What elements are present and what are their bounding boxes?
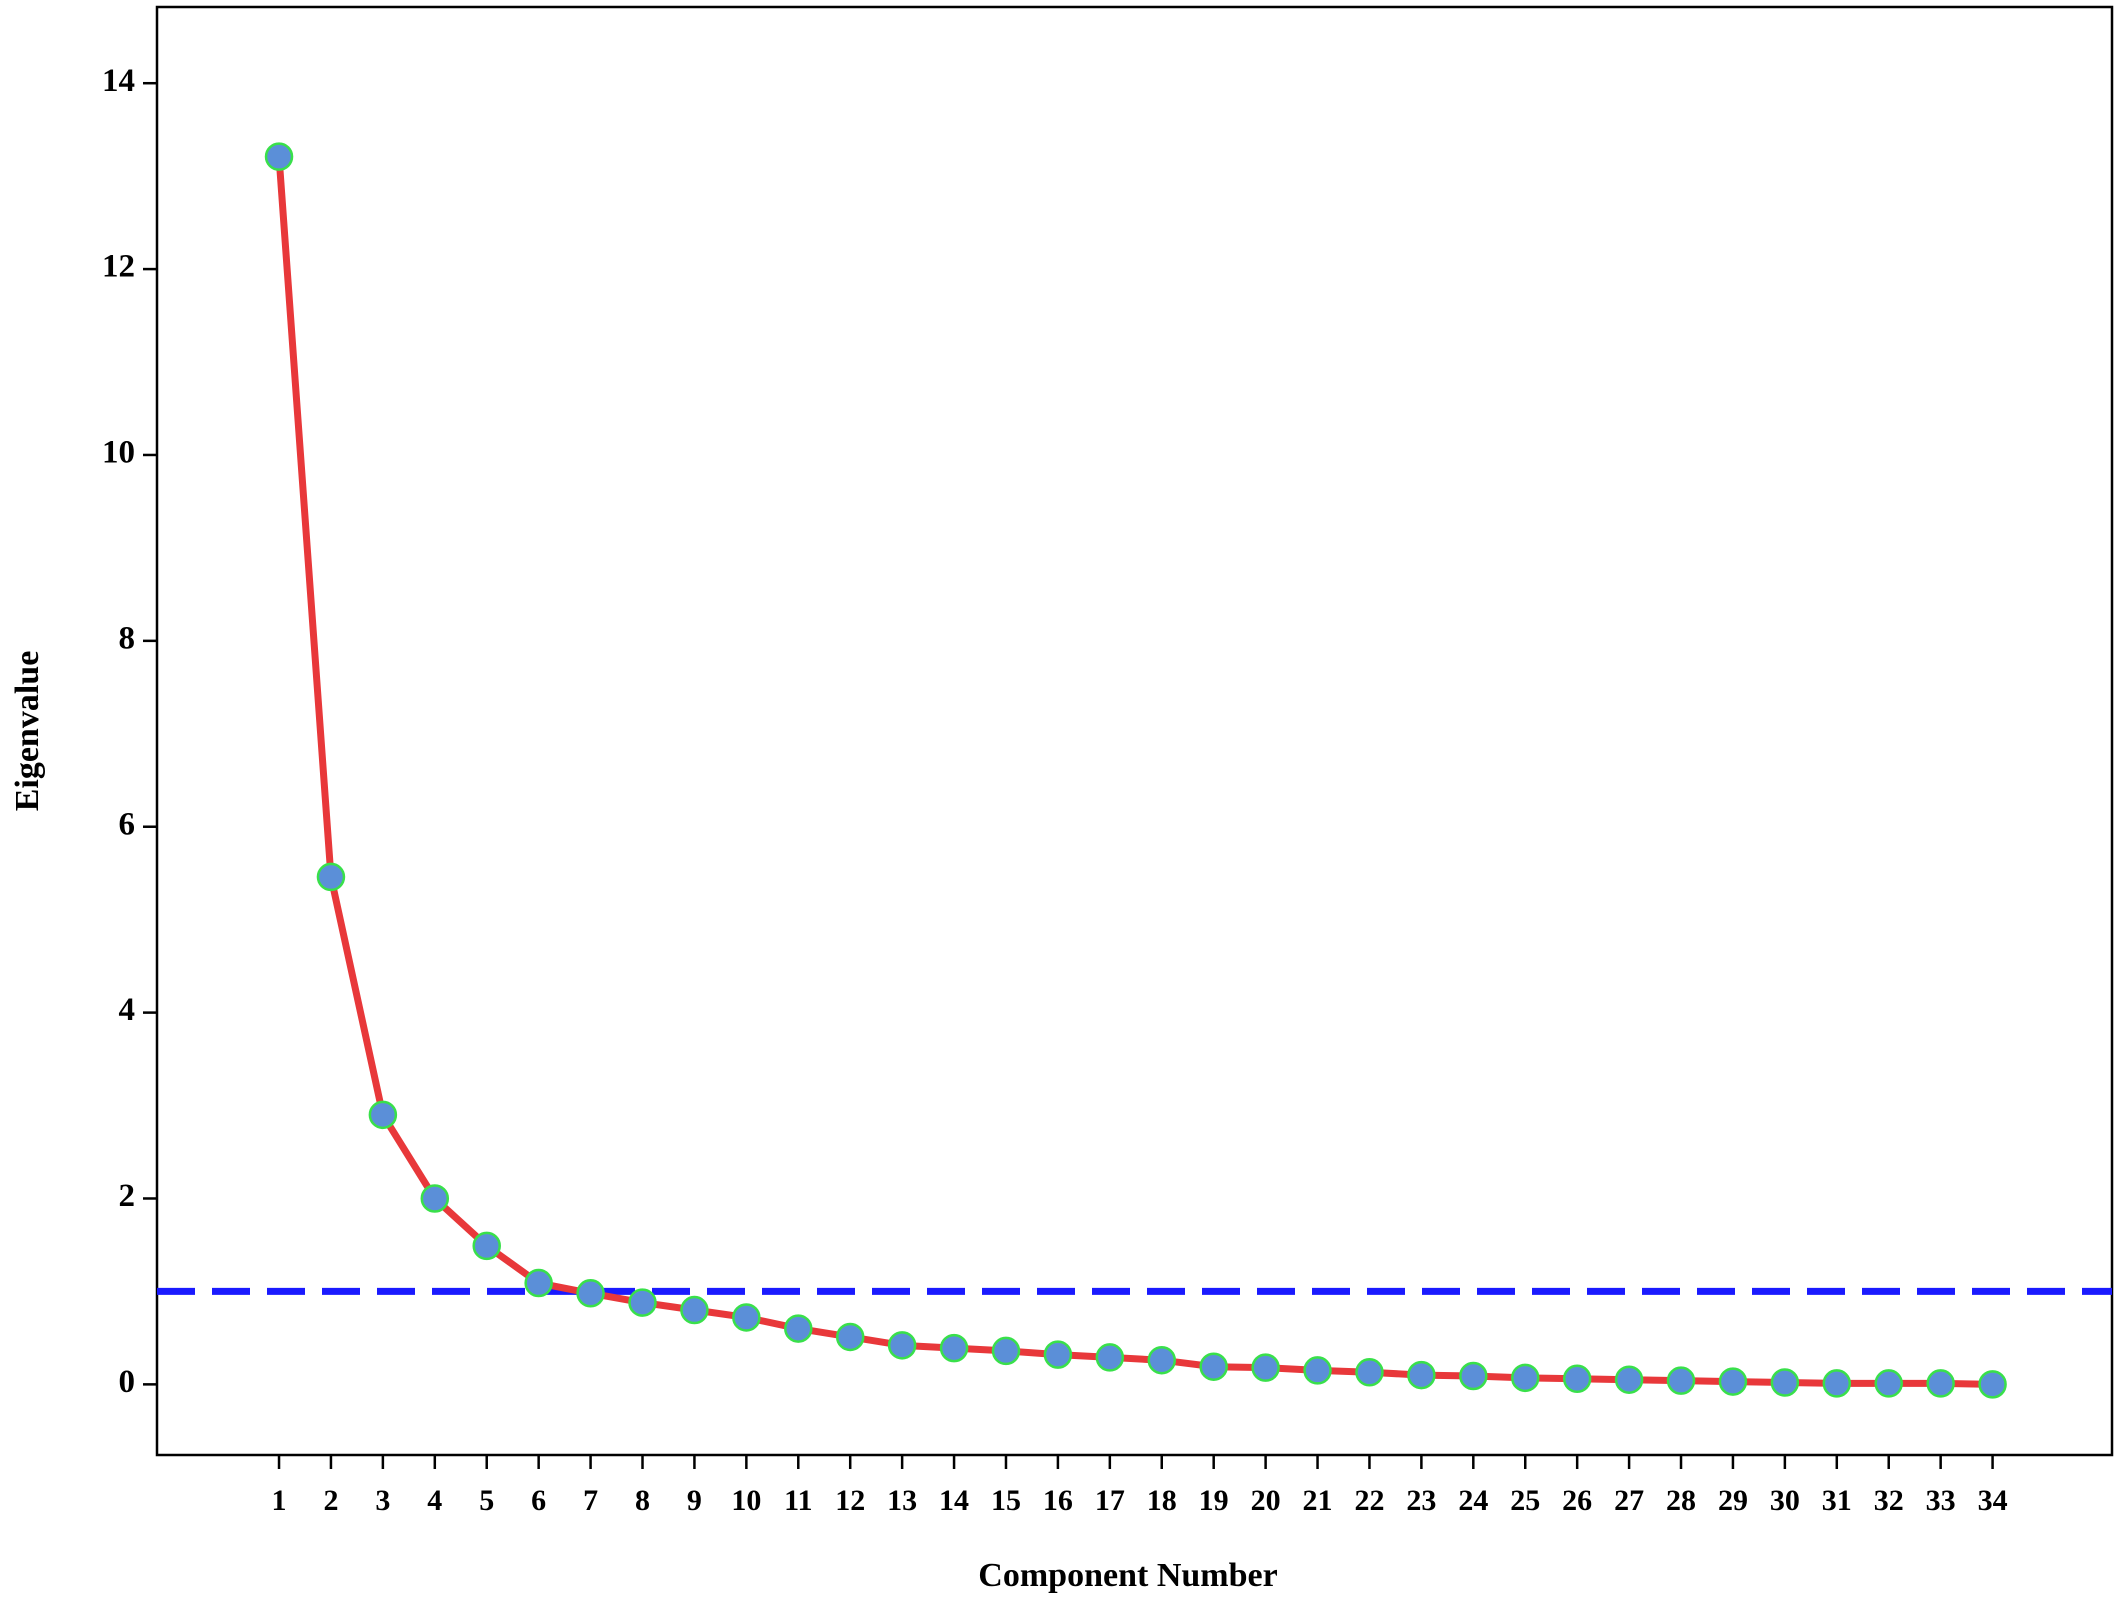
x-tick-label: 24 bbox=[1458, 1484, 1488, 1517]
data-point bbox=[835, 1322, 865, 1352]
x-tick-label: 11 bbox=[784, 1484, 812, 1517]
data-point bbox=[368, 1100, 398, 1130]
y-tick-label: 2 bbox=[119, 1178, 136, 1214]
x-tick-label: 28 bbox=[1666, 1484, 1696, 1517]
data-point bbox=[1822, 1369, 1852, 1398]
y-tick-label: 4 bbox=[119, 992, 136, 1028]
x-tick-label: 32 bbox=[1874, 1484, 1904, 1517]
data-point bbox=[264, 142, 294, 171]
x-tick-label: 22 bbox=[1354, 1484, 1384, 1517]
data-point bbox=[1147, 1345, 1177, 1375]
data-point bbox=[732, 1303, 761, 1332]
x-tick-label: 25 bbox=[1510, 1484, 1540, 1517]
x-tick-label: 34 bbox=[1978, 1484, 2008, 1517]
x-tick-label: 4 bbox=[427, 1484, 442, 1517]
x-tick-label: 31 bbox=[1822, 1484, 1852, 1517]
y-axis-label: Eigenvalue bbox=[9, 651, 46, 812]
data-point bbox=[1303, 1356, 1332, 1385]
x-tick-label: 23 bbox=[1406, 1484, 1436, 1517]
x-tick-label: 3 bbox=[375, 1484, 390, 1517]
x-tick-label: 10 bbox=[731, 1484, 761, 1517]
y-tick-label: 14 bbox=[102, 63, 135, 99]
x-tick-label: 15 bbox=[991, 1484, 1021, 1517]
y-tick-label: 10 bbox=[102, 435, 135, 471]
data-point bbox=[1926, 1369, 1955, 1398]
x-tick-label: 1 bbox=[272, 1484, 287, 1517]
x-axis-label: Component Number bbox=[978, 1557, 1277, 1594]
y-tick-label: 6 bbox=[119, 806, 136, 842]
data-point bbox=[887, 1331, 917, 1360]
y-tick-label: 0 bbox=[119, 1364, 136, 1400]
y-tick-label: 12 bbox=[102, 249, 135, 285]
x-tick-label: 6 bbox=[531, 1484, 546, 1517]
x-tick-label: 12 bbox=[835, 1484, 865, 1517]
x-tick-label: 5 bbox=[479, 1484, 494, 1517]
x-tick-label: 19 bbox=[1199, 1484, 1229, 1517]
data-point bbox=[472, 1231, 501, 1261]
x-tick-label: 18 bbox=[1147, 1484, 1177, 1517]
x-tick-label: 17 bbox=[1095, 1484, 1125, 1517]
data-point bbox=[1251, 1353, 1280, 1382]
x-tick-label: 27 bbox=[1614, 1484, 1644, 1517]
data-point bbox=[939, 1333, 969, 1363]
x-tick-label: 7 bbox=[583, 1484, 598, 1517]
x-tick-label: 2 bbox=[323, 1484, 338, 1517]
data-point bbox=[524, 1268, 553, 1298]
data-point bbox=[784, 1314, 813, 1343]
x-tick-label: 20 bbox=[1251, 1484, 1281, 1517]
data-point bbox=[991, 1336, 1021, 1366]
data-point bbox=[1043, 1340, 1073, 1369]
x-tick-label: 8 bbox=[635, 1484, 650, 1517]
x-tick-label: 33 bbox=[1926, 1484, 1956, 1517]
x-tick-label: 29 bbox=[1718, 1484, 1748, 1517]
data-point bbox=[1459, 1361, 1488, 1391]
plot-frame bbox=[155, 5, 2114, 1457]
data-point bbox=[1614, 1365, 1644, 1394]
data-point bbox=[1562, 1364, 1592, 1394]
data-point bbox=[1355, 1358, 1384, 1387]
x-tick-label: 14 bbox=[939, 1484, 969, 1517]
data-point bbox=[576, 1279, 605, 1308]
data-point bbox=[420, 1184, 450, 1213]
data-point bbox=[1874, 1369, 1903, 1398]
data-point bbox=[1666, 1366, 1696, 1395]
x-tick-label: 9 bbox=[687, 1484, 702, 1517]
x-tick-label: 26 bbox=[1562, 1484, 1592, 1517]
data-point bbox=[1978, 1370, 2007, 1399]
data-point bbox=[1407, 1360, 1436, 1390]
data-point bbox=[1510, 1363, 1540, 1393]
x-tick-label: 30 bbox=[1770, 1484, 1800, 1517]
series-line bbox=[275, 156, 1993, 1388]
x-tick-label: 13 bbox=[887, 1484, 917, 1517]
x-tick-label: 21 bbox=[1303, 1484, 1333, 1517]
x-tick-label: 16 bbox=[1043, 1484, 1073, 1517]
data-point bbox=[628, 1288, 657, 1317]
data-point bbox=[1718, 1367, 1748, 1396]
data-point bbox=[1770, 1368, 1800, 1397]
data-point bbox=[1095, 1343, 1125, 1372]
data-point bbox=[1199, 1352, 1228, 1381]
y-tick-label: 8 bbox=[119, 620, 136, 656]
data-point bbox=[680, 1295, 709, 1325]
data-point bbox=[316, 862, 346, 892]
